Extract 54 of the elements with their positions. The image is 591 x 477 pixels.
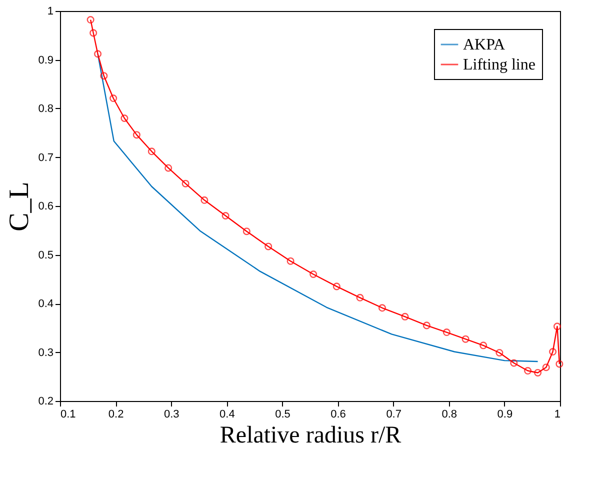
x-tick-label: 0.2 bbox=[108, 408, 124, 420]
point bbox=[286, 257, 294, 265]
point bbox=[100, 72, 108, 80]
point bbox=[422, 322, 430, 330]
point bbox=[356, 294, 364, 302]
y-tick-label: 0.9 bbox=[38, 54, 54, 66]
x-tick-label: 0.5 bbox=[275, 408, 290, 420]
x-tick-label: 0.9 bbox=[497, 408, 513, 420]
y-tick-label: 0.2 bbox=[38, 396, 54, 408]
line-series bbox=[97, 53, 538, 362]
point bbox=[222, 212, 230, 220]
x-tick-label: 0.4 bbox=[220, 408, 235, 420]
x-axis-title: Relative radius r/R bbox=[220, 422, 402, 448]
y-axis-title: C_L bbox=[4, 182, 36, 232]
point bbox=[462, 335, 470, 343]
point bbox=[549, 348, 557, 356]
point bbox=[200, 196, 208, 204]
y-tick-label: 0.3 bbox=[38, 346, 54, 359]
x-tick-label: 0.8 bbox=[442, 408, 458, 420]
x-tick-label: 0.1 bbox=[60, 408, 76, 420]
point bbox=[480, 342, 488, 350]
point bbox=[110, 94, 118, 102]
legend-label: AKPA bbox=[463, 36, 506, 54]
point bbox=[332, 282, 340, 290]
y-tick-label: 0.5 bbox=[38, 249, 54, 262]
y-tick-label: 0.6 bbox=[38, 200, 54, 212]
legend-label: Lifting line bbox=[463, 56, 536, 74]
y-tick-label: 0.7 bbox=[38, 152, 54, 164]
point bbox=[542, 364, 550, 372]
y-tick-label: 0.8 bbox=[38, 103, 54, 115]
point bbox=[164, 164, 172, 172]
x-tick-label: 0.3 bbox=[164, 408, 180, 420]
point bbox=[401, 312, 409, 320]
point bbox=[553, 322, 561, 330]
point bbox=[94, 50, 102, 58]
x-tick-label: 1 bbox=[554, 408, 560, 420]
y-tick-label: 0.4 bbox=[38, 298, 54, 310]
point bbox=[90, 29, 98, 37]
y-tick-label: 1 bbox=[47, 6, 54, 18]
x-tick-label: 0.6 bbox=[330, 408, 346, 420]
point bbox=[534, 368, 542, 376]
point bbox=[120, 114, 128, 122]
point bbox=[264, 242, 272, 250]
point bbox=[182, 180, 190, 188]
point bbox=[148, 148, 156, 156]
point bbox=[524, 367, 532, 375]
point bbox=[242, 228, 250, 236]
point bbox=[442, 328, 450, 336]
point bbox=[496, 348, 504, 356]
point bbox=[510, 359, 518, 367]
point bbox=[132, 131, 140, 139]
point bbox=[378, 304, 386, 312]
point bbox=[310, 270, 318, 278]
x-tick-label: 0.7 bbox=[386, 408, 402, 420]
